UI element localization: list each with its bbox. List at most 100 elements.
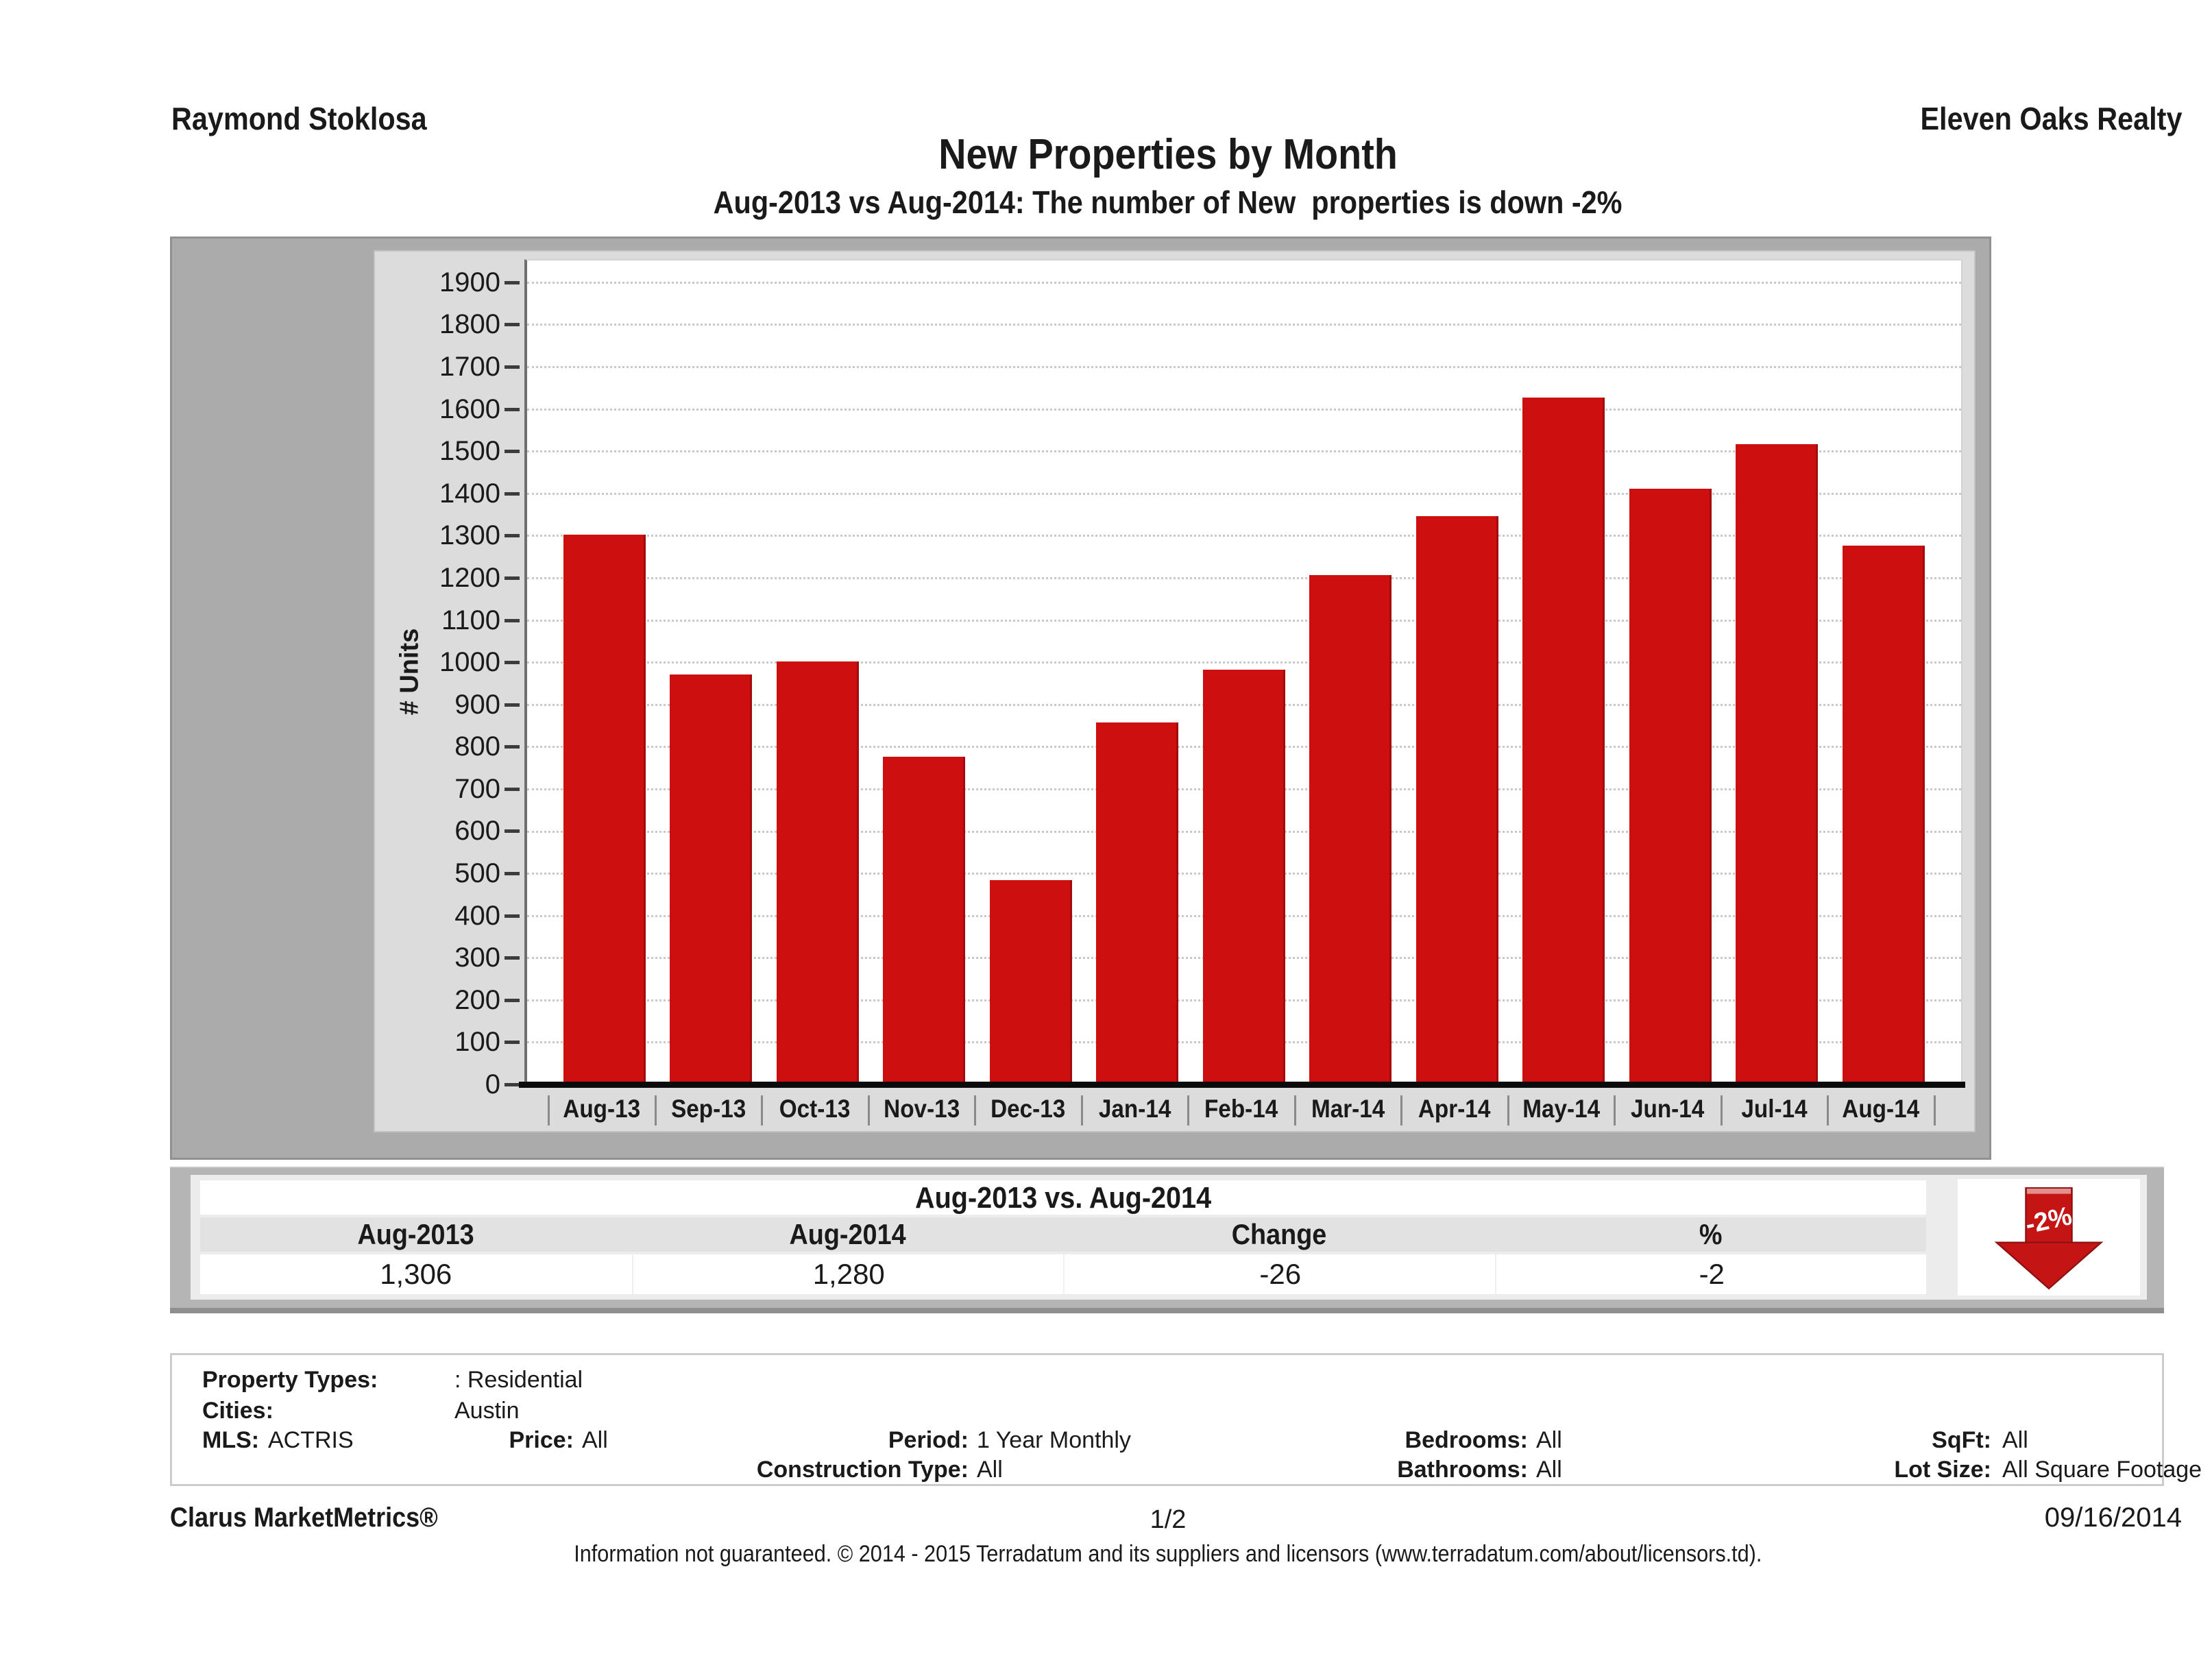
y-tick-label-800: 800 [454,731,500,762]
construction-type-label: Construction Type: [756,1457,969,1483]
bar-aug-13 [563,534,646,1086]
gridline-1500 [527,450,1961,453]
plot-area [524,259,1962,1086]
x-tick-separator [1507,1095,1509,1126]
bar-jan-14 [1096,722,1179,1086]
bar-dec-13 [989,880,1072,1086]
y-tick-mark-300 [505,956,520,960]
bar-aug-14 [1842,545,1925,1086]
x-tick-separator [761,1095,763,1126]
x-label-apr-14: Apr-14 [1418,1095,1491,1123]
bar-jun-14 [1629,488,1712,1086]
filters-box: Property Types: : Residential Cities: Au… [170,1353,2202,1486]
price-value: All [582,1427,608,1453]
y-tick-label-1500: 1500 [439,436,500,467]
sqft-label: SqFt: [1932,1427,1991,1453]
company-name: Eleven Oaks Realty [1919,101,2182,136]
summary-value-cell: -26 [1063,1254,1496,1294]
bar-jul-14 [1736,443,1819,1086]
x-tick-separator [1293,1095,1296,1126]
x-tick-separator [974,1095,976,1126]
gridline-1900 [527,281,1961,284]
y-tick-mark-1300 [505,534,520,538]
bar-nov-13 [883,756,966,1086]
property-types-label: Property Types: [202,1367,378,1393]
cities-label: Cities: [202,1398,274,1424]
y-tick-mark-1100 [505,618,520,622]
lot-size-value: All Square Footage [2002,1457,2202,1483]
brand-name: Clarus MarketMetrics® [170,1503,438,1533]
y-tick-mark-1900 [505,280,520,284]
x-label-sep-13: Sep-13 [670,1095,746,1123]
summary-value-cell: 1,280 [631,1254,1065,1294]
bathrooms-label: Bathrooms: [1397,1457,1528,1483]
x-label-mar-14: Mar-14 [1311,1095,1385,1123]
disclaimer: Information not guaranteed. © 2014 - 201… [574,1541,1762,1567]
y-tick-mark-1800 [505,323,520,327]
bar-sep-13 [670,674,753,1086]
x-tick-separator [1614,1095,1616,1126]
y-tick-mark-800 [505,745,520,749]
sqft-value: All [2002,1427,2028,1453]
page-subtitle: Aug-2013 vs Aug-2014: The number of New … [714,184,1622,220]
y-tick-label-0: 0 [485,1069,500,1099]
bathrooms-value: All [1536,1457,1562,1483]
x-label-aug-13: Aug-13 [563,1095,641,1123]
y-tick-label-1000: 1000 [439,647,500,678]
y-tick-mark-1600 [505,407,520,411]
y-tick-mark-1200 [505,576,520,580]
bedrooms-label: Bedrooms: [1405,1427,1528,1453]
x-label-jan-14: Jan-14 [1098,1095,1171,1123]
y-tick-mark-500 [505,872,520,876]
lot-size-label: Lot Size: [1894,1457,1991,1483]
gridline-1100 [527,619,1961,622]
page-number: 1/2 [1150,1505,1187,1534]
gridline-1700 [527,366,1961,369]
bedrooms-value: All [1536,1427,1562,1453]
y-tick-mark-900 [505,703,520,707]
x-tick-separator [1187,1095,1189,1126]
agent-name: Raymond Stoklosa [171,101,427,136]
x-tick-separator [867,1095,870,1126]
y-tick-mark-1500 [505,450,520,454]
report-date: 09/16/2014 [2044,1503,2182,1533]
x-tick-separator [1827,1095,1829,1126]
period-value: 1 Year Monthly [977,1427,1131,1453]
x-tick-separator [1400,1095,1402,1126]
gridline-1800 [527,324,1961,326]
summary-table-header-row: Aug-2013 Aug-2014 Change% [200,1217,1926,1252]
y-tick-label-1100: 1100 [441,605,500,635]
gridline-1300 [527,535,1961,537]
bar-feb-14 [1202,670,1285,1086]
y-tick-mark-400 [505,914,520,918]
x-tick-separator [548,1095,550,1126]
summary-value-cell: -2 [1494,1254,1928,1294]
mls-label: MLS: [202,1427,260,1453]
down-arrow-icon: -2% [1994,1187,2104,1290]
y-tick-label-1200: 1200 [439,562,500,593]
bar-may-14 [1522,398,1605,1086]
y-tick-label-400: 400 [454,900,500,931]
bar-apr-14 [1415,515,1498,1086]
y-tick-mark-0 [505,1083,520,1086]
price-label: Price: [509,1427,574,1453]
bar-oct-13 [776,661,859,1086]
y-tick-label-900: 900 [454,689,500,720]
y-tick-label-300: 300 [454,943,500,973]
y-tick-label-500: 500 [454,858,500,889]
gridline-1000 [527,661,1961,664]
gridline-1600 [527,408,1961,411]
mls-value: ACTRIS [268,1427,354,1453]
y-tick-mark-1700 [505,365,520,369]
summary-header-cell: % [1699,1218,1723,1250]
change-indicator: -2% [1958,1179,2140,1296]
y-tick-label-1400: 1400 [439,478,500,509]
bar-mar-14 [1309,574,1392,1086]
page-title: New Properties by Month [938,131,1398,178]
x-label-jun-14: Jun-14 [1631,1095,1705,1123]
gridline-1200 [527,576,1961,579]
gridline-1400 [527,492,1961,495]
x-label-jul-14: Jul-14 [1741,1095,1808,1123]
y-tick-label-200: 200 [454,984,500,1015]
